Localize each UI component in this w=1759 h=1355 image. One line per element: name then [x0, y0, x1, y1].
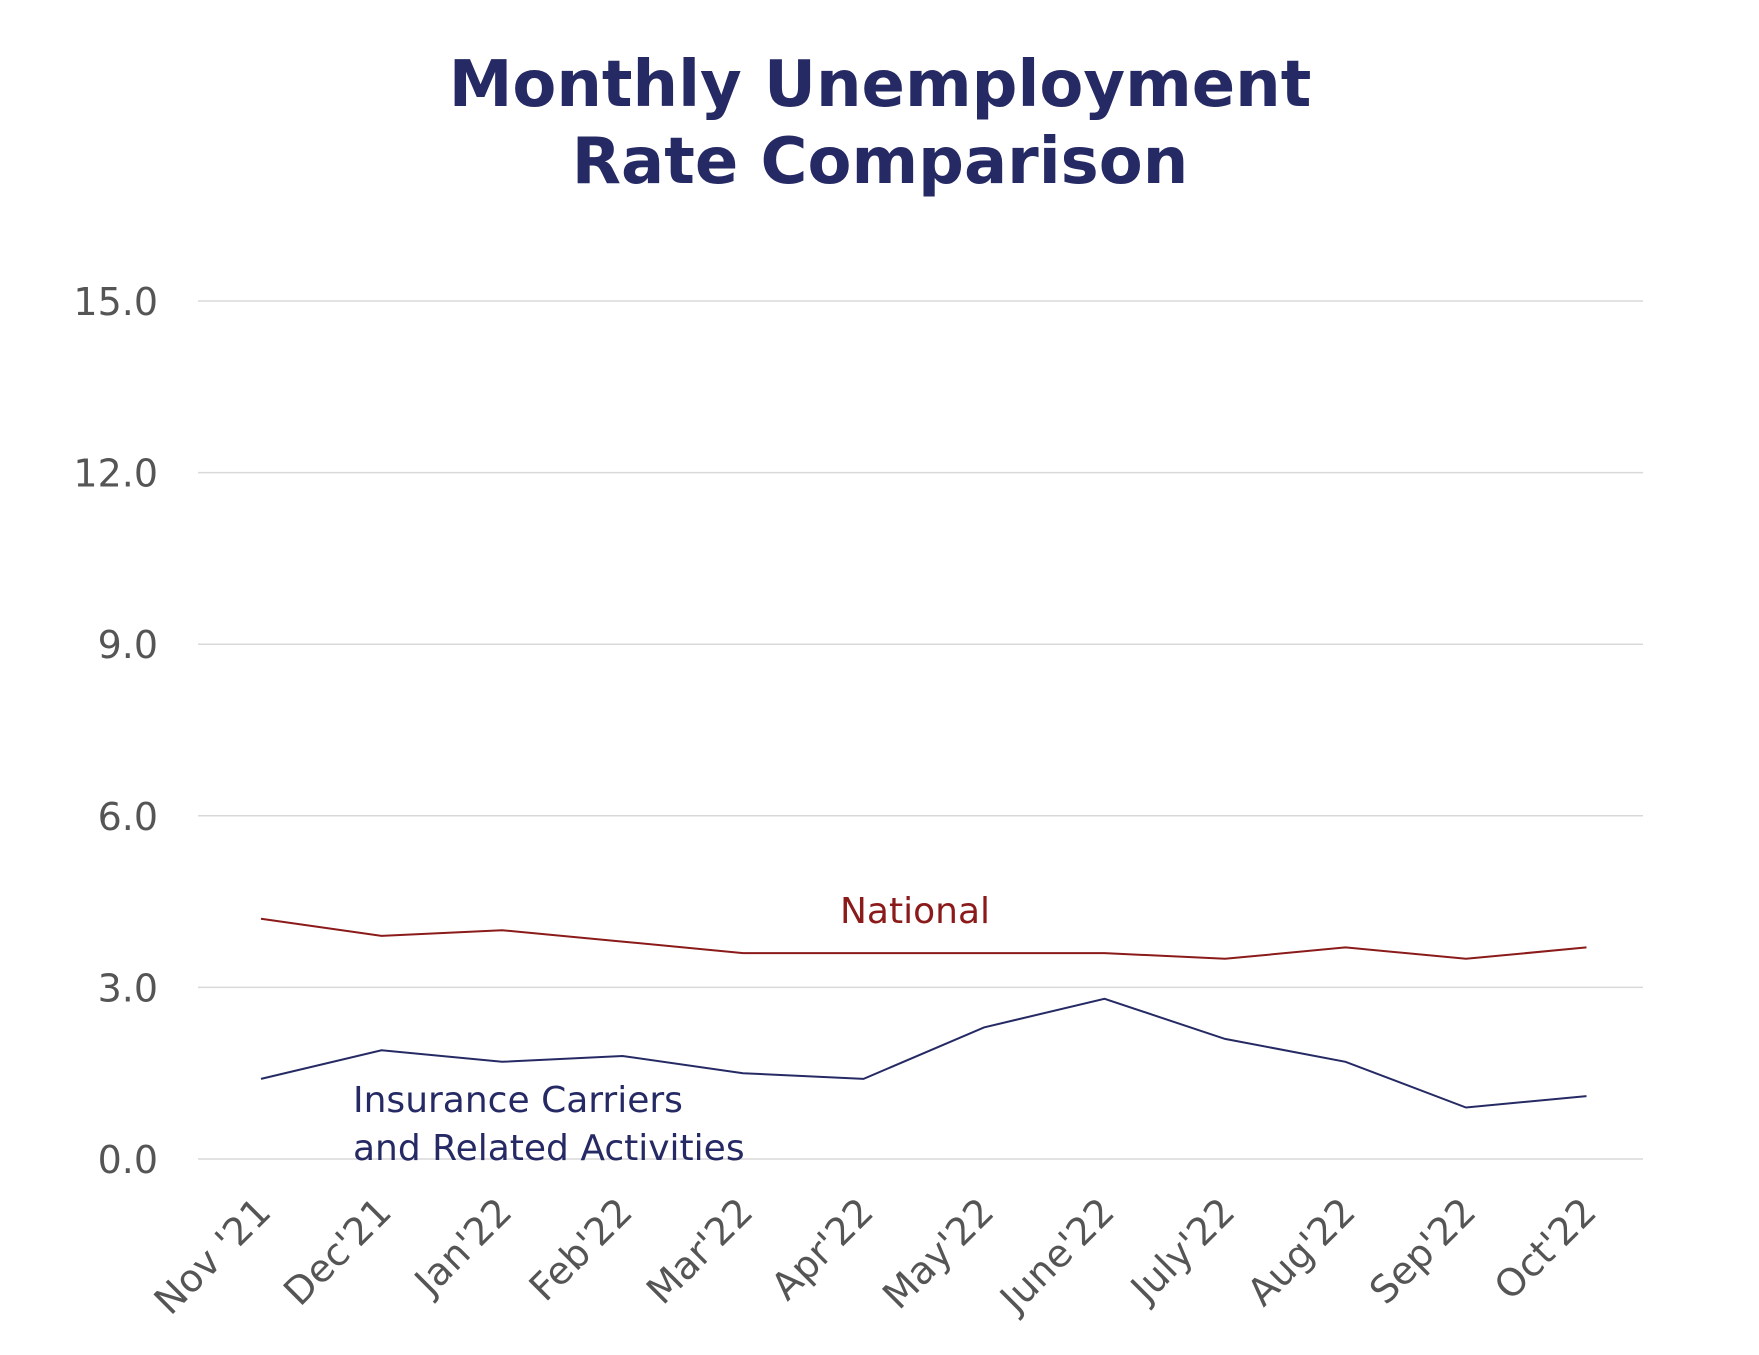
x-tick-label: May'22: [874, 1189, 1002, 1317]
x-tick-label: July'22: [1121, 1189, 1243, 1311]
x-tick-label: Dec'21: [275, 1189, 400, 1314]
series-labels: National Insurance Carriers and Related Ac…: [353, 891, 990, 1169]
chart-title-line-2: Rate Comparison: [572, 125, 1189, 199]
x-tick-label: Apr'22: [763, 1189, 882, 1308]
y-tick-label: 15.0: [73, 280, 158, 324]
series-label: Insurance Carriers: [353, 1080, 683, 1121]
x-tick-label: Feb'22: [521, 1189, 641, 1309]
x-tick-label: Sep'22: [1361, 1189, 1484, 1312]
x-tick-label: Mar'22: [638, 1189, 761, 1312]
series-line-0: [260, 917, 1587, 960]
y-axis-tick-labels: 0.0 3.0 6.0 9.0 12.0 15.0: [73, 280, 158, 1182]
x-tick-label: Oct'22: [1486, 1189, 1605, 1308]
x-tick-label: Nov '21: [146, 1189, 280, 1323]
series-label: National: [840, 891, 990, 932]
series-line-1: [260, 997, 1587, 1109]
x-tick-label: June'22: [990, 1189, 1123, 1322]
series-label: and Related Activities: [353, 1128, 745, 1169]
y-tick-label: 12.0: [73, 452, 158, 496]
gridlines: [198, 300, 1643, 1160]
x-tick-label: Aug'22: [1239, 1189, 1364, 1314]
y-tick-label: 6.0: [98, 795, 158, 839]
x-tick-label: Jan'22: [405, 1189, 521, 1305]
y-tick-label: 0.0: [98, 1138, 158, 1182]
y-tick-label: 3.0: [98, 966, 158, 1010]
y-tick-label: 9.0: [98, 623, 158, 667]
series-lines: [260, 917, 1587, 1109]
chart-title-line-1: Monthly Unemployment: [449, 48, 1312, 122]
